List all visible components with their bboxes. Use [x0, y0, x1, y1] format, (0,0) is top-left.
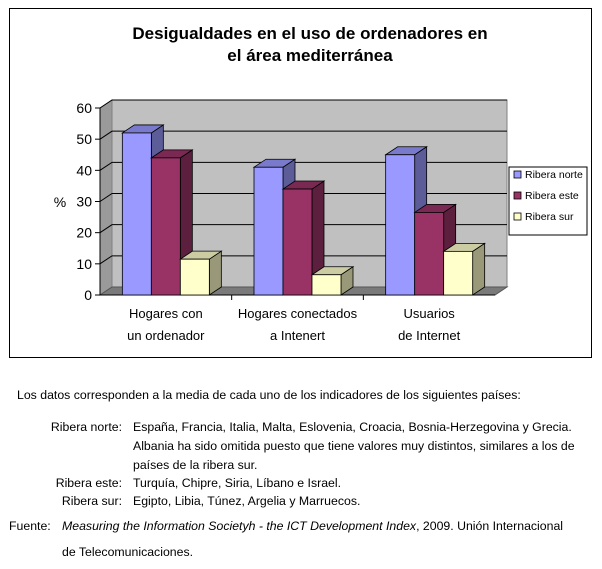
y-tick-label: 10: [76, 256, 92, 272]
region-label-north: Ribera norte:: [50, 420, 122, 434]
x-category-label: Usuarios: [404, 306, 456, 321]
region-north-line-3: países de la ribera sur.: [133, 458, 258, 472]
legend-label: Ribera este: [525, 190, 579, 202]
bar: [282, 188, 313, 296]
chart-svg: Desigualdades en el uso de ordenadores e…: [54, 24, 588, 343]
bar: [311, 274, 342, 296]
bar: [179, 258, 210, 296]
source-label: Fuente:: [9, 519, 51, 533]
bar: [253, 166, 284, 296]
region-label-south: Ribera sur:: [61, 494, 122, 508]
gridline: [99, 99, 507, 109]
x-category-label: Hogares conectados: [238, 306, 358, 321]
gridline: [99, 224, 507, 234]
gridline: [99, 130, 507, 140]
gridline: [99, 255, 507, 265]
legend-box: [508, 166, 588, 236]
legend-label: Ribera sur: [525, 211, 574, 223]
y-tick-label: 40: [76, 162, 92, 178]
x-category-label: Hogares con: [129, 306, 203, 321]
source-title: Measuring the Information Societyh - the…: [62, 519, 417, 533]
legend-swatch: [513, 191, 522, 200]
source-line-2: de Telecomunicaciones.: [62, 545, 194, 559]
bar-side: [472, 242, 486, 296]
chart-frame: Desigualdades en el uso de ordenadores e…: [9, 8, 592, 358]
chart-title-line-1: Desigualdades en el uso de ordenadores e…: [132, 24, 487, 43]
bar: [443, 250, 474, 296]
chart-title-line-2: el área mediterránea: [227, 46, 393, 65]
y-tick-label: 50: [76, 131, 92, 147]
y-tick-label: 30: [76, 194, 92, 210]
bar: [121, 132, 152, 296]
y-tick-label: 20: [76, 225, 92, 241]
source-rest: , 2009. Unión Internacional: [416, 519, 564, 533]
x-category-label: un ordenador: [127, 328, 205, 343]
notes-intro: Los datos corresponden a la media de cad…: [17, 388, 521, 402]
x-category-label: de Internet: [398, 328, 461, 343]
legend: Ribera norte Ribera este Ribera sur: [508, 166, 588, 236]
y-axis-label: %: [54, 194, 66, 210]
region-south-line-1: Egipto, Libia, Túnez, Argelia y Marrueco…: [133, 494, 361, 508]
gridline: [99, 193, 507, 202]
region-north-line-1: España, Francia, Italia, Malta, Esloveni…: [133, 420, 572, 434]
y-tick-label: 60: [76, 100, 92, 116]
x-category-label: a Intenert: [270, 328, 325, 343]
region-label-east: Ribera este:: [55, 476, 122, 490]
plot-area: 0 10 20 30 40 50 60 Hogares con un ordenador Hoga…: [76, 99, 509, 343]
legend-swatch: [513, 212, 522, 221]
region-east-line-1: Turquía, Chipre, Siria, Líbano e Israel.: [133, 476, 342, 490]
bar: [150, 157, 181, 296]
bar: [385, 154, 416, 296]
legend-label: Ribera norte: [525, 169, 583, 181]
source-line-1: Measuring the Information Societyh - the…: [62, 519, 563, 533]
gridline: [99, 161, 507, 171]
bar: [414, 212, 445, 296]
legend-swatch: [513, 170, 522, 179]
region-north-line-2: Albania ha sido omitida puesto que tiene…: [133, 439, 575, 453]
y-tick-label: 0: [84, 287, 92, 303]
